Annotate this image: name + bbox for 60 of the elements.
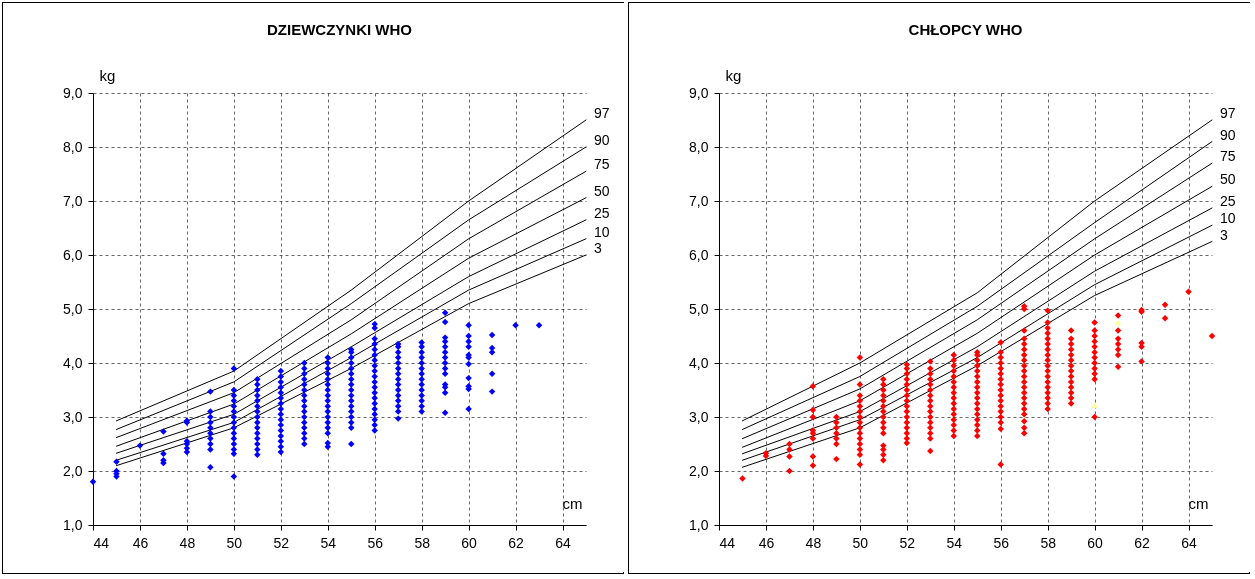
series-label: 10 <box>594 223 610 240</box>
x-tick-label: 54 <box>946 534 963 551</box>
series-label: 3 <box>1220 226 1228 243</box>
y-axis-title: kg <box>725 66 742 84</box>
y-tick-label: 2,0 <box>63 462 83 479</box>
x-tick-label: 48 <box>179 534 196 551</box>
chart-title: CHŁOPCY WHO <box>908 21 1023 38</box>
x-tick-label: 62 <box>1134 534 1151 551</box>
y-tick-label: 9,0 <box>63 84 83 101</box>
x-tick-label: 46 <box>758 534 775 551</box>
series-label: 90 <box>594 132 610 148</box>
series-label: 25 <box>1220 193 1236 210</box>
y-tick-label: 1,0 <box>63 516 83 533</box>
series-label: 75 <box>1220 148 1236 165</box>
series-label: 25 <box>594 204 610 221</box>
y-tick-label: 6,0 <box>689 246 709 263</box>
y-tick-label: 4,0 <box>689 354 709 371</box>
y-tick-label: 3,0 <box>689 408 709 425</box>
x-tick-label: 50 <box>852 534 869 551</box>
series-label: 50 <box>1220 171 1236 188</box>
x-tick-label: 62 <box>508 534 525 551</box>
y-tick-label: 2,0 <box>689 462 709 479</box>
x-axis-title: cm <box>562 494 583 512</box>
y-tick-label: 3,0 <box>63 408 83 425</box>
series-label: 10 <box>1220 210 1236 227</box>
x-tick-label: 60 <box>461 534 478 551</box>
series-label: 97 <box>1220 105 1236 121</box>
x-tick-label: 56 <box>367 534 384 551</box>
y-axis-title: kg <box>99 66 116 84</box>
chart-title: DZIEWCZYNKI WHO <box>267 21 413 38</box>
series-label: 90 <box>1220 126 1236 143</box>
x-tick-label: 64 <box>555 534 572 551</box>
x-tick-label: 52 <box>899 534 916 551</box>
x-tick-label: 46 <box>132 534 149 551</box>
y-tick-label: 6,0 <box>63 246 83 263</box>
y-tick-label: 8,0 <box>689 138 709 155</box>
series-label: 3 <box>594 240 602 256</box>
x-axis-title: cm <box>1188 494 1209 512</box>
x-tick-label: 48 <box>805 534 822 551</box>
x-tick-label: 58 <box>414 534 431 551</box>
y-tick-label: 5,0 <box>689 300 709 317</box>
series-label: 75 <box>594 156 610 173</box>
y-tick-label: 1,0 <box>689 516 709 533</box>
x-tick-label: 60 <box>1087 534 1104 551</box>
y-tick-label: 4,0 <box>63 354 83 371</box>
y-tick-label: 7,0 <box>63 192 83 209</box>
x-tick-label: 44 <box>719 534 736 551</box>
x-tick-label: 56 <box>993 534 1010 551</box>
x-tick-label: 44 <box>93 534 110 551</box>
x-tick-label: 54 <box>320 534 337 551</box>
y-tick-label: 5,0 <box>63 300 83 317</box>
y-tick-label: 9,0 <box>689 84 709 101</box>
x-tick-label: 58 <box>1040 534 1057 551</box>
x-tick-label: 64 <box>1181 534 1198 551</box>
series-label: 97 <box>594 105 610 121</box>
y-tick-label: 8,0 <box>63 138 83 155</box>
y-tick-label: 7,0 <box>689 192 709 209</box>
x-tick-label: 52 <box>273 534 290 551</box>
series-label: 50 <box>594 182 610 199</box>
x-tick-label: 50 <box>226 534 243 551</box>
